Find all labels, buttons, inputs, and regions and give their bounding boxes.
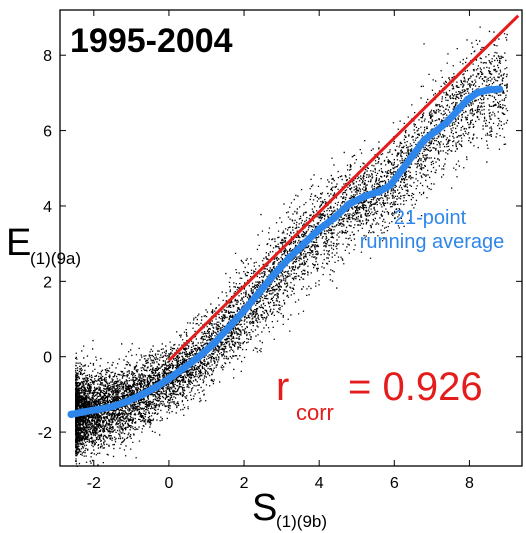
running-average-point [360,192,369,201]
running-average-point [420,136,429,144]
axis-ticks: -2 0 2 4 6 8 -2 0 2 4 6 8 [38,10,522,492]
fit-line [167,14,520,362]
x-tick-label: 6 [390,475,399,492]
running-average-point [67,410,76,419]
running-average-point [240,306,248,315]
running-average-point [443,118,451,127]
running-average-point [300,239,308,248]
y-tick-label: -2 [38,425,52,442]
y-tick-label: 6 [43,124,52,141]
running-average-label-line2: running average [360,231,505,253]
running-average-point [210,339,218,348]
running-average-point [473,89,481,97]
x-axis-label-main: S [252,487,277,529]
y-axis-label-main: E [6,222,31,264]
y-tick-label: 4 [43,199,52,216]
running-average-layer [67,85,504,419]
r-subscript: corr [296,400,334,425]
y-tick-label: 0 [43,350,52,367]
running-average-point [330,214,338,222]
running-average-point [195,352,203,361]
x-tick-label: 0 [164,475,173,492]
running-average-point [225,323,233,332]
x-tick-label: 2 [240,475,249,492]
running-average-point [375,187,384,196]
running-average-point [93,405,102,414]
running-average-label-line1: 21-point [394,207,467,229]
running-average-point [153,382,162,390]
chart-title: 1995-2004 [70,22,233,60]
running-average-point [255,288,263,297]
y-tick-label: 8 [43,48,52,65]
fit-line-layer [167,14,520,362]
running-average-point [78,408,87,416]
running-average-point [431,127,440,136]
x-axis-label-sub: (1)(9b) [276,512,327,531]
x-tick-label: 8 [465,475,474,492]
r-symbol: r [276,365,289,409]
running-average-point [409,151,417,159]
y-axis-label-sub: (1)(9a) [30,249,81,268]
running-average-point [138,390,147,399]
running-average-point [285,254,293,262]
running-average-point [463,95,472,104]
running-average-point [123,397,132,405]
x-tick-label: 4 [315,475,324,492]
running-average-point [315,225,323,234]
running-average-point [270,270,278,279]
running-average-point [495,85,504,93]
running-average-point [180,364,188,372]
running-average-point [398,166,406,174]
running-average-point [108,402,117,411]
running-average-point [345,200,354,208]
x-tick-label: -2 [87,475,101,492]
y-tick-label: 2 [43,274,52,291]
running-average-point [165,374,173,383]
running-average-point [484,86,492,94]
running-average-point [454,106,462,114]
running-average-point [386,181,395,190]
r-value: = 0.926 [348,365,483,409]
plot-frame [59,9,523,467]
